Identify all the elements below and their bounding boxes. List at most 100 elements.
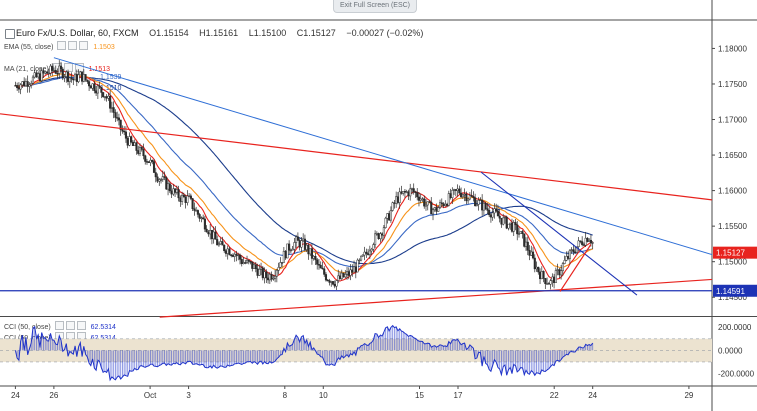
settings-icon[interactable] [54, 321, 64, 330]
indicator-legend-ema[interactable]: EMA (55, close) 1.1503 [4, 41, 115, 51]
candle-body [235, 253, 238, 256]
resistance-trendline-red [0, 113, 713, 201]
close-icon[interactable] [79, 41, 89, 50]
candle-body [335, 280, 338, 287]
candle-body [233, 253, 236, 257]
close-icon[interactable] [76, 321, 86, 330]
candle-body [74, 73, 77, 81]
candle-body [503, 216, 507, 219]
candle-body [286, 243, 289, 259]
time-tick-label: 26 [49, 391, 58, 400]
candle-body [305, 244, 308, 250]
candle-body [328, 280, 331, 283]
candle-body [523, 233, 526, 247]
candle-body [528, 250, 531, 256]
candle-body [370, 248, 373, 252]
candle-body [188, 195, 191, 197]
candle-body [268, 274, 271, 281]
eye-icon[interactable] [68, 41, 78, 50]
candle-body [119, 119, 122, 130]
candle-body [65, 71, 68, 77]
candle-body [237, 254, 240, 257]
candle-body [323, 268, 326, 275]
candle-body [491, 212, 494, 218]
candle-body [361, 254, 364, 257]
candle-body [533, 257, 536, 270]
candle-body [96, 85, 99, 94]
candle-body [128, 136, 131, 146]
candle-body [123, 130, 126, 133]
exit-fullscreen-button[interactable]: Exit Full Screen (ESC) [333, 0, 417, 13]
candle-body [116, 117, 119, 119]
indicator-legend-ma-darkblue[interactable]: 1.1510 [4, 85, 121, 92]
collapse-toggle[interactable] [5, 29, 15, 39]
candle-body [324, 274, 328, 281]
close-icon[interactable] [74, 63, 84, 72]
candle-body [131, 141, 135, 146]
candle-body [340, 272, 343, 279]
candle-body [207, 231, 210, 235]
eye-icon[interactable] [65, 321, 75, 330]
open-value: O1.15154 [149, 28, 189, 38]
candle-body [403, 190, 406, 193]
candle-body [221, 241, 224, 246]
candle-body [256, 268, 259, 276]
indicator-label: MA (21, close) [4, 66, 49, 73]
candle-body [88, 81, 91, 87]
candle-body [454, 189, 457, 191]
candle-body [363, 251, 366, 256]
candle-body [368, 250, 371, 255]
time-tick-label: 22 [550, 391, 559, 400]
candle-body [145, 161, 149, 163]
candle-body [572, 249, 575, 253]
last-price-badge [713, 246, 757, 259]
candle-body [382, 227, 385, 236]
low-value: L1.15100 [248, 28, 287, 38]
cci-tick-label: 200.0000 [718, 323, 752, 332]
indicator-legend-ma-blue[interactable]: 1.1539 [4, 74, 121, 81]
support-price-badge [713, 284, 757, 297]
candle-body [540, 271, 543, 280]
candle-body [310, 248, 313, 259]
candle-body [274, 275, 277, 279]
candle-body [59, 65, 63, 70]
candle-body [495, 208, 498, 212]
candle-body [405, 191, 408, 193]
candle-body [467, 198, 470, 202]
candle-body [109, 95, 112, 109]
settings-icon[interactable] [57, 41, 67, 50]
indicator-label: EMA (55, close) [4, 44, 54, 51]
cci-legend-1[interactable]: CCI (50, close) 62.5314 [4, 321, 116, 331]
candle-body [296, 236, 299, 241]
candle-body [447, 193, 450, 206]
candle-body [431, 209, 435, 215]
candle-body [226, 248, 229, 254]
candle-body [333, 283, 336, 287]
candle-body [498, 215, 501, 219]
indicator-value: 1.1513 [88, 66, 111, 73]
candle-body [353, 266, 356, 273]
price-tick-label: 1.15500 [718, 222, 747, 231]
candle-body [458, 188, 461, 194]
price-tick-label: 1.17000 [718, 116, 747, 125]
price-tick-label: 1.15000 [718, 258, 747, 267]
candle-body [398, 191, 401, 203]
candle-body [379, 233, 382, 240]
candle-body [56, 73, 59, 75]
candle-body [591, 242, 594, 244]
candle-body [210, 229, 213, 240]
candle-body [288, 243, 291, 251]
indicator-value: 62.5314 [90, 324, 116, 331]
candle-body [167, 183, 170, 190]
candle-body [189, 195, 192, 199]
candle-body [47, 72, 50, 75]
candle-body [537, 266, 540, 273]
candle-body [217, 243, 220, 246]
candle-body [338, 275, 342, 279]
candle-body [517, 233, 521, 235]
candle-body [388, 213, 391, 221]
candle-body [451, 190, 454, 198]
candle-body [84, 74, 87, 81]
candle-body [216, 239, 219, 246]
